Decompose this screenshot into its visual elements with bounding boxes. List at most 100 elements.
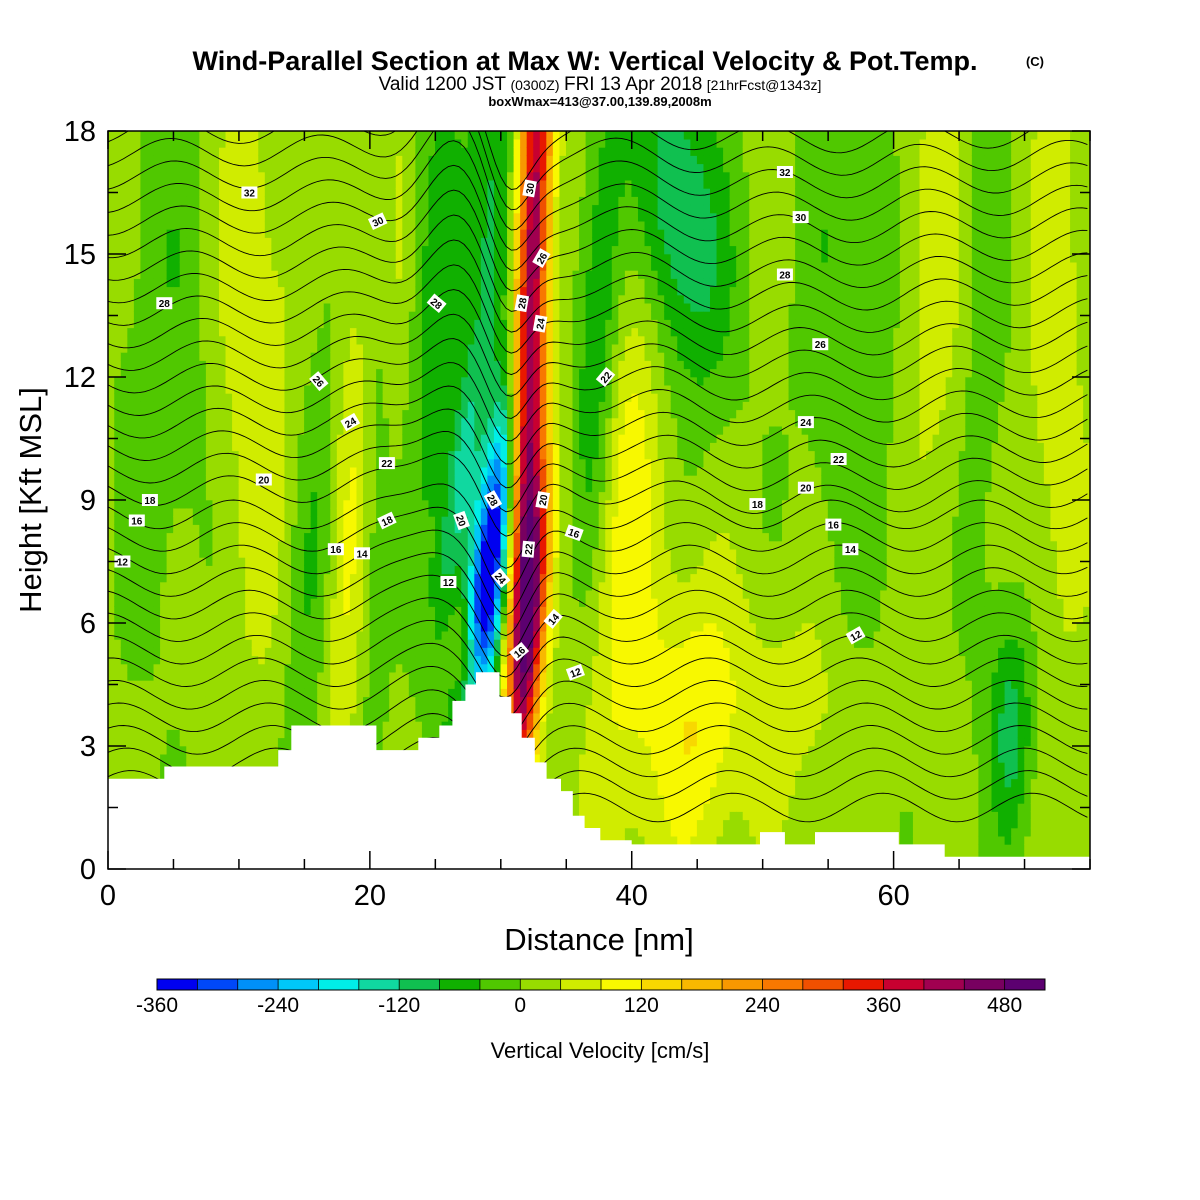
- w-cell: [395, 376, 403, 386]
- w-cell: [251, 589, 259, 599]
- w-cell: [435, 647, 443, 657]
- w-cell: [297, 294, 305, 304]
- w-cell: [304, 507, 312, 517]
- w-cell: [218, 171, 227, 181]
- w-cell: [153, 688, 161, 698]
- w-cell: [173, 655, 181, 665]
- w-cell: [304, 368, 312, 378]
- w-cell: [336, 524, 344, 534]
- w-cell: [408, 270, 416, 279]
- w-cell: [146, 343, 155, 353]
- w-cell: [140, 352, 148, 361]
- w-cell: [205, 589, 214, 599]
- w-cell: [435, 639, 443, 648]
- w-cell: [461, 630, 469, 640]
- w-cell: [218, 548, 227, 558]
- w-cell: [258, 171, 266, 181]
- w-cell: [454, 606, 462, 616]
- w-cell: [310, 335, 318, 345]
- w-cell: [421, 557, 430, 566]
- w-cell: [369, 680, 377, 689]
- w-cell: [127, 294, 135, 304]
- w-cell: [108, 270, 115, 279]
- w-cell: [212, 270, 220, 279]
- w-cell: [382, 589, 390, 599]
- w-cell: [369, 270, 377, 279]
- w-cell: [108, 753, 115, 763]
- w-cell: [343, 573, 351, 583]
- w-cell: [258, 237, 266, 247]
- w-cell: [336, 499, 344, 509]
- w-cell: [415, 655, 423, 665]
- w-cell: [448, 302, 456, 312]
- w-cell: [271, 737, 279, 747]
- w-cell: [363, 327, 371, 337]
- w-cell: [114, 131, 122, 140]
- w-cell: [192, 212, 200, 222]
- w-cell: [421, 688, 430, 698]
- w-cell: [402, 475, 410, 484]
- w-cell: [245, 253, 253, 263]
- w-cell: [336, 598, 344, 607]
- w-cell: [114, 352, 122, 361]
- w-cell: [199, 163, 207, 173]
- w-cell: [395, 729, 403, 739]
- w-cell: [369, 401, 377, 411]
- w-cell: [192, 516, 200, 525]
- w-cell: [428, 368, 436, 378]
- w-cell: [258, 319, 266, 329]
- w-cell: [160, 138, 168, 148]
- w-cell: [435, 573, 443, 583]
- w-cell: [140, 204, 148, 214]
- w-cell: [114, 630, 122, 640]
- w-cell: [205, 729, 214, 739]
- w-cell: [277, 622, 286, 632]
- w-cell: [153, 655, 161, 665]
- w-cell: [166, 581, 174, 591]
- w-cell: [336, 532, 344, 542]
- w-cell: [441, 696, 449, 706]
- w-cell: [140, 171, 148, 181]
- w-cell: [435, 360, 443, 370]
- w-cell: [205, 376, 214, 386]
- w-cell: [114, 573, 122, 583]
- w-cell: [454, 491, 462, 501]
- w-cell: [232, 630, 240, 640]
- w-cell: [127, 680, 135, 689]
- w-cell: [336, 368, 344, 378]
- w-cell: [120, 179, 128, 189]
- w-cell: [382, 384, 390, 394]
- w-cell: [225, 327, 233, 337]
- w-cell: [369, 581, 377, 591]
- w-cell: [232, 409, 240, 419]
- w-cell: [461, 245, 469, 255]
- w-cell: [120, 458, 128, 468]
- w-cell: [264, 327, 272, 337]
- w-cell: [291, 204, 299, 214]
- w-cell: [402, 491, 410, 501]
- w-cell: [284, 614, 292, 624]
- w-cell: [323, 302, 331, 312]
- w-cell: [435, 384, 443, 394]
- w-cell: [133, 286, 142, 296]
- chart-title: Wind-Parallel Section at Max W: Vertical…: [193, 46, 978, 76]
- w-cell: [186, 712, 194, 722]
- w-cell: [258, 188, 266, 197]
- w-cell: [435, 171, 443, 181]
- w-cell: [323, 442, 331, 452]
- w-cell: [304, 360, 312, 370]
- w-cell: [356, 466, 364, 476]
- w-cell: [376, 155, 384, 165]
- w-cell: [173, 368, 181, 378]
- w-cell: [271, 425, 279, 435]
- w-cell: [192, 630, 200, 640]
- w-cell: [232, 212, 240, 222]
- w-cell: [356, 573, 364, 583]
- w-cell: [317, 179, 325, 189]
- w-cell: [435, 393, 443, 402]
- w-cell: [395, 131, 403, 140]
- w-cell: [212, 368, 220, 378]
- w-cell: [192, 196, 200, 206]
- w-cell: [402, 729, 410, 739]
- w-cell: [428, 270, 436, 279]
